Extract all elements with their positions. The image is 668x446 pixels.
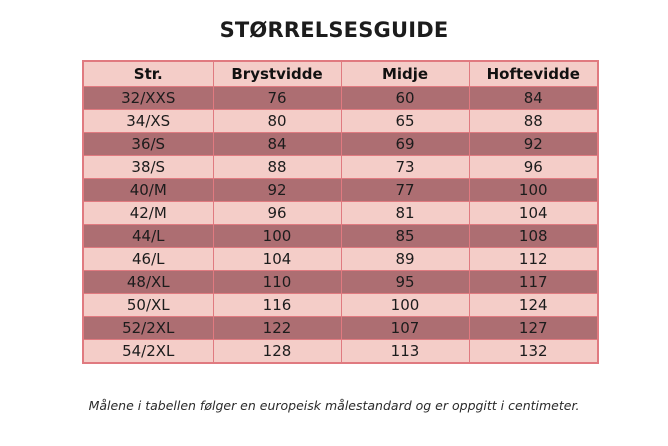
cell-hip: 127 [468,316,599,340]
cell-chest: 110 [212,270,342,294]
size-guide-table: Str. Brystvidde Midje Hoftevidde 32/XXS … [82,60,599,364]
cell-size: 34/XS [82,109,214,133]
cell-hip: 112 [468,247,599,271]
cell-hip: 96 [468,155,599,179]
cell-chest: 76 [212,86,342,110]
cell-size: 42/M [82,201,214,225]
table-row: 46/L 104 89 112 [82,247,599,271]
cell-chest: 104 [212,247,342,271]
cell-chest: 96 [212,201,342,225]
cell-size: 46/L [82,247,214,271]
cell-chest: 128 [212,339,342,364]
table-row: 34/XS 80 65 88 [82,109,599,133]
cell-hip: 124 [468,293,599,317]
table-row: 50/XL 116 100 124 [82,293,599,317]
table-row: 54/2XL 128 113 132 [82,339,599,364]
table-row: 42/M 96 81 104 [82,201,599,225]
header-waist: Midje [340,60,470,87]
cell-waist: 69 [340,132,470,156]
header-chest: Brystvidde [212,60,342,87]
table-row: 52/2XL 122 107 127 [82,316,599,340]
cell-chest: 84 [212,132,342,156]
cell-waist: 95 [340,270,470,294]
cell-size: 44/L [82,224,214,248]
cell-size: 52/2XL [82,316,214,340]
table-row: 48/XL 110 95 117 [82,270,599,294]
table-header-row: Str. Brystvidde Midje Hoftevidde [82,60,599,87]
cell-waist: 77 [340,178,470,202]
header-hip: Hoftevidde [468,60,599,87]
cell-waist: 89 [340,247,470,271]
cell-chest: 100 [212,224,342,248]
cell-size: 38/S [82,155,214,179]
cell-size: 32/XXS [82,86,214,110]
cell-size: 48/XL [82,270,214,294]
table-row: 40/M 92 77 100 [82,178,599,202]
header-size: Str. [82,60,214,87]
cell-hip: 132 [468,339,599,364]
cell-chest: 122 [212,316,342,340]
cell-waist: 60 [340,86,470,110]
cell-hip: 108 [468,224,599,248]
cell-size: 54/2XL [82,339,214,364]
cell-chest: 80 [212,109,342,133]
table-row: 32/XXS 76 60 84 [82,86,599,110]
cell-chest: 92 [212,178,342,202]
cell-waist: 85 [340,224,470,248]
cell-size: 50/XL [82,293,214,317]
cell-hip: 100 [468,178,599,202]
footnote: Målene i tabellen følger en europeisk må… [88,398,580,413]
cell-waist: 73 [340,155,470,179]
cell-size: 40/M [82,178,214,202]
cell-waist: 81 [340,201,470,225]
table-row: 38/S 88 73 96 [82,155,599,179]
cell-waist: 65 [340,109,470,133]
table-row: 44/L 100 85 108 [82,224,599,248]
cell-hip: 92 [468,132,599,156]
cell-hip: 117 [468,270,599,294]
cell-waist: 107 [340,316,470,340]
cell-waist: 100 [340,293,470,317]
cell-hip: 104 [468,201,599,225]
cell-hip: 88 [468,109,599,133]
table-row: 36/S 84 69 92 [82,132,599,156]
page-title: STØRRELSESGUIDE [219,18,449,42]
cell-chest: 116 [212,293,342,317]
cell-size: 36/S [82,132,214,156]
cell-hip: 84 [468,86,599,110]
cell-waist: 113 [340,339,470,364]
cell-chest: 88 [212,155,342,179]
